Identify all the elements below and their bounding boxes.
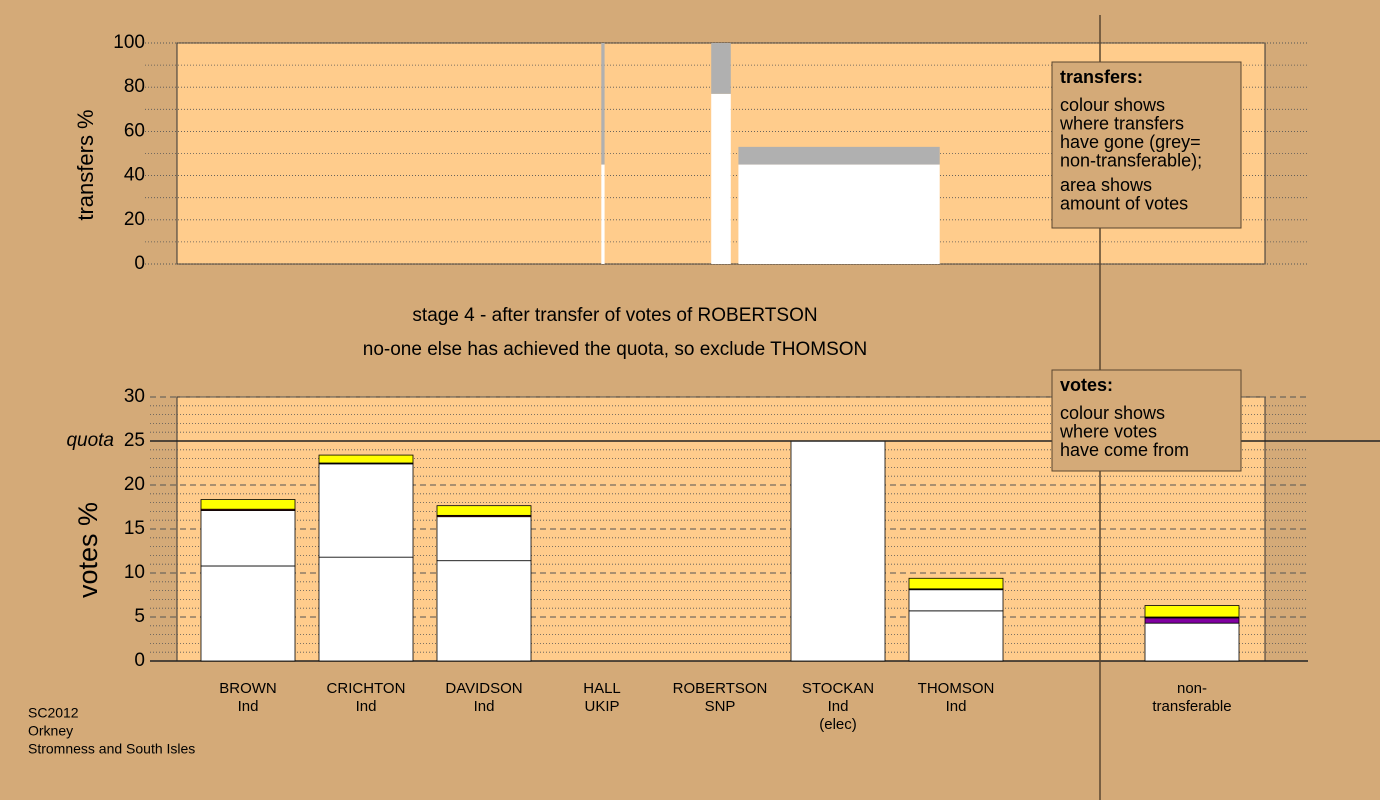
y-tick-label: 100: [113, 32, 145, 53]
x-tick-label: Ind: [474, 698, 495, 715]
legend-text: where transfers: [1059, 113, 1184, 133]
legend-text: have come from: [1060, 440, 1189, 460]
y-tick-label: 20: [124, 209, 145, 230]
x-tick-label: HALL: [583, 680, 621, 697]
y-tick-label: 10: [124, 562, 145, 583]
x-tick-label: ROBERTSON: [673, 680, 768, 697]
x-tick-label: Ind: [946, 698, 967, 715]
legend-text: colour shows: [1060, 403, 1165, 423]
footer-text: Orkney: [28, 723, 73, 739]
legend-text: non-transferable);: [1060, 150, 1202, 170]
vote-segment: [1144, 622, 1240, 662]
x-tick-label: Ind: [828, 698, 849, 715]
x-tick-label: UKIP: [584, 698, 619, 715]
legend-text: colour shows: [1060, 95, 1165, 115]
vote-segment: [200, 510, 296, 567]
x-tick-label: THOMSON: [918, 680, 995, 697]
x-tick-label: (elec): [819, 716, 857, 733]
legend-text: amount of votes: [1060, 193, 1188, 213]
y-axis-title: transfers %: [73, 109, 98, 220]
vote-segment: [436, 505, 532, 516]
vote-segment: [1144, 617, 1240, 624]
x-tick-label: CRICHTON: [327, 680, 406, 697]
transfer-segment: [738, 164, 940, 264]
vote-segment: [908, 577, 1004, 590]
x-tick-label: STOCKAN: [802, 680, 874, 697]
stage-text: stage 4 - after transfer of votes of ROB…: [412, 305, 817, 326]
transfer-segment: [738, 146, 940, 165]
y-tick-label: 0: [134, 253, 145, 274]
y-tick-label: 60: [124, 120, 145, 141]
x-tick-label: DAVIDSON: [445, 680, 522, 697]
y-tick-label: 20: [124, 474, 145, 495]
y-tick-label: 0: [134, 650, 145, 671]
legend-heading: transfers:: [1060, 67, 1143, 87]
vote-segment: [790, 440, 886, 662]
vote-segment: [908, 589, 1004, 612]
legend-box: [1051, 369, 1242, 472]
transfer-segment: [711, 43, 731, 94]
y-tick-label: 30: [124, 386, 145, 407]
y-tick-label: 5: [134, 606, 145, 627]
vote-segment: [436, 560, 532, 662]
x-tick-label: BROWN: [219, 680, 277, 697]
legend-heading: votes:: [1060, 375, 1113, 395]
y-tick-label: 40: [124, 165, 145, 186]
footer-text: Stromness and South Isles: [28, 741, 195, 757]
x-tick-label: transferable: [1152, 698, 1231, 715]
vote-segment: [436, 516, 532, 562]
vote-segment: [318, 463, 414, 558]
vote-segment: [200, 565, 296, 662]
transfer-segment: [711, 93, 731, 264]
stage-text: no-one else has achieved the quota, so e…: [363, 339, 868, 360]
legend-text: where votes: [1059, 421, 1157, 441]
footer-text: SC2012: [28, 705, 79, 721]
y-tick-label: 15: [124, 518, 145, 539]
x-tick-label: SNP: [705, 698, 736, 715]
y-tick-label: 80: [124, 76, 145, 97]
vote-segment: [908, 610, 1004, 662]
legend-text: have gone (grey=: [1060, 132, 1201, 152]
vote-segment: [1144, 605, 1240, 618]
x-tick-label: non-: [1177, 680, 1207, 697]
legend-box: [1051, 61, 1242, 229]
x-tick-label: Ind: [356, 698, 377, 715]
vote-segment: [318, 556, 414, 662]
transfer-segment: [601, 164, 605, 264]
vote-segment: [318, 454, 414, 464]
x-tick-label: Ind: [238, 698, 259, 715]
vote-segment: [200, 499, 296, 510]
transfer-segment: [601, 43, 605, 165]
legend-text: area shows: [1060, 175, 1152, 195]
y-axis-title: votes %: [73, 502, 103, 598]
y-tick-label: 25: [124, 430, 145, 451]
quota-label: quota: [66, 430, 114, 451]
